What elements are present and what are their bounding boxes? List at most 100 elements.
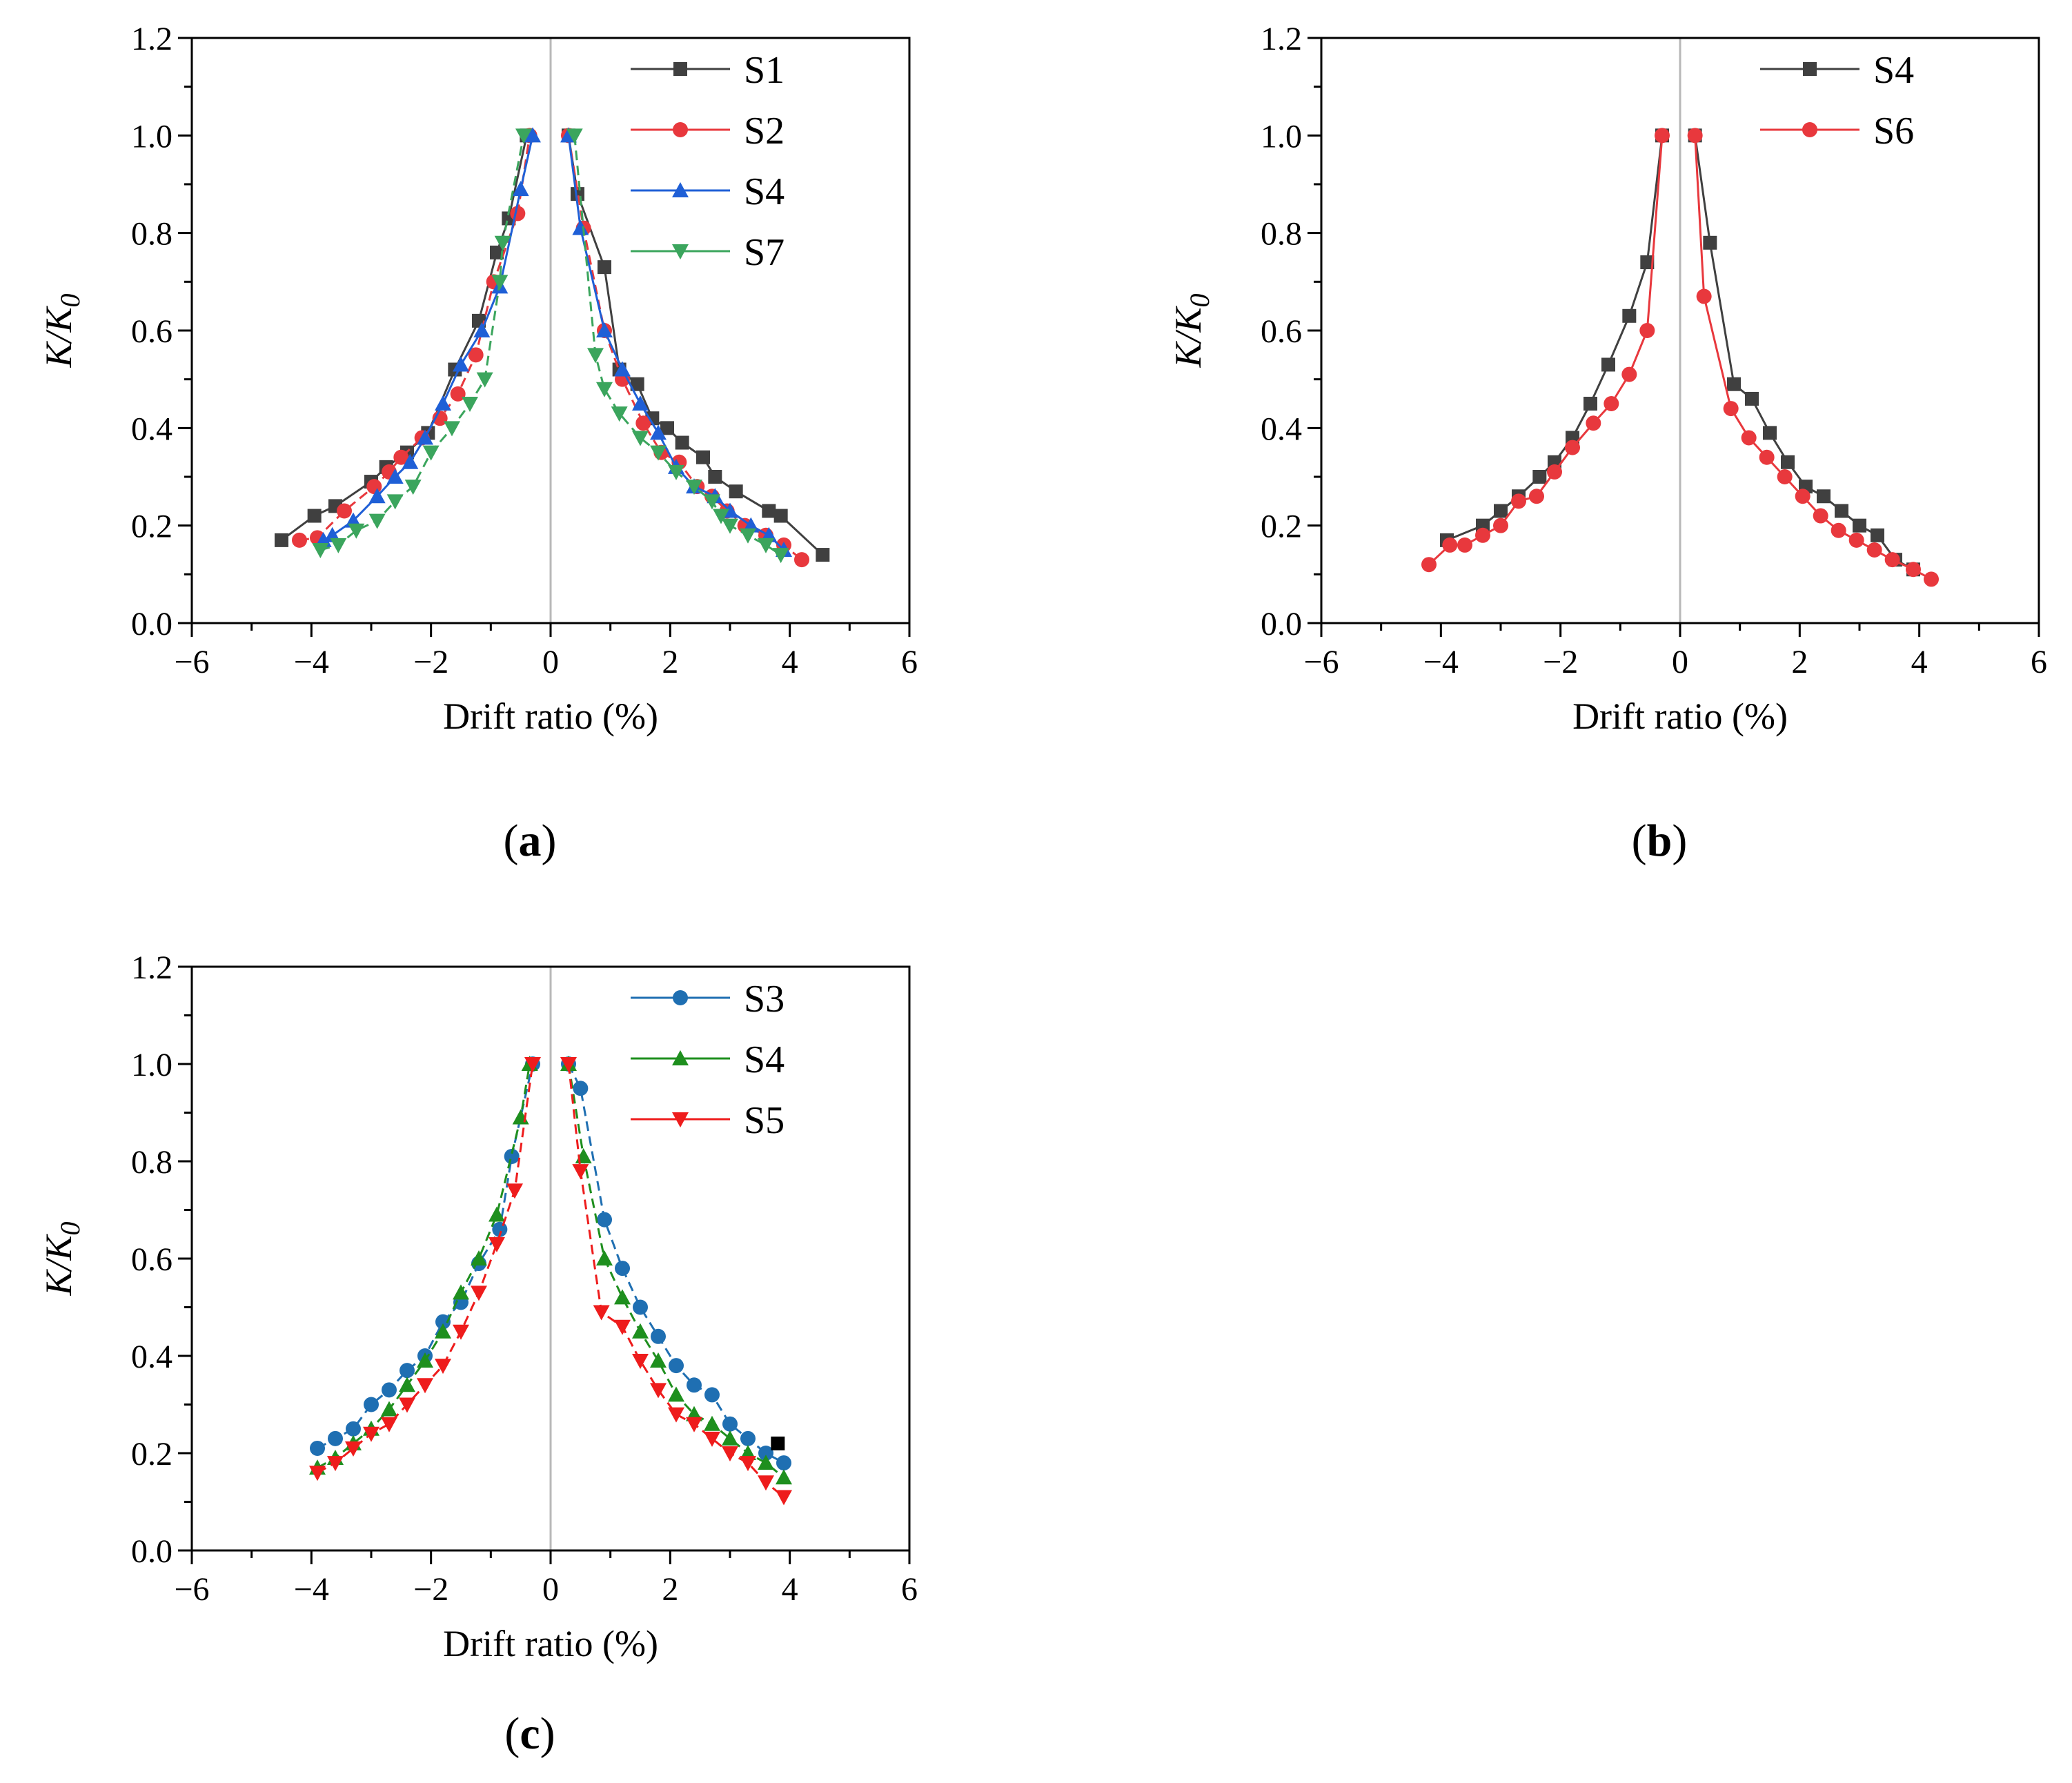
data-point xyxy=(776,1469,792,1485)
x-tick-label: 2 xyxy=(662,644,678,680)
y-axis-title-main: K xyxy=(38,1269,79,1297)
y-tick-label: 0.8 xyxy=(131,216,172,253)
data-point xyxy=(381,1401,397,1417)
data-point xyxy=(491,275,509,290)
legend-swatch-marker xyxy=(672,1050,689,1065)
y-tick-label: 0.2 xyxy=(1261,509,1302,545)
y-axis-title: K/K0 xyxy=(38,1221,86,1296)
data-point xyxy=(686,480,702,495)
data-point xyxy=(1640,255,1655,270)
data-point xyxy=(1687,128,1703,144)
x-tick-label: −6 xyxy=(1303,644,1339,680)
x-tick-label: 0 xyxy=(1672,644,1688,680)
x-tick-label: 6 xyxy=(901,1571,918,1608)
data-point xyxy=(453,356,469,372)
data-point xyxy=(1763,426,1777,440)
data-point xyxy=(368,513,386,529)
legend: S3 S4 S5 xyxy=(631,978,785,1142)
data-point xyxy=(364,1397,379,1412)
data-point xyxy=(524,127,541,143)
x-tick-label: −6 xyxy=(174,1571,209,1608)
series-s7 xyxy=(312,128,789,564)
data-point xyxy=(587,348,604,364)
x-axis-title: Drift ratio (%) xyxy=(443,696,658,737)
data-point xyxy=(632,1354,649,1370)
data-point xyxy=(650,445,667,461)
series-s2-line-positive xyxy=(567,135,802,561)
legend-item: S6 xyxy=(1760,110,1914,152)
data-point xyxy=(704,1387,720,1403)
data-point xyxy=(1871,528,1884,542)
data-point xyxy=(572,1164,589,1180)
y-axis-title-slash: / xyxy=(38,1257,79,1273)
data-point xyxy=(309,1466,326,1481)
y-axis-title-main: K xyxy=(1167,341,1209,368)
data-point xyxy=(450,386,466,402)
data-point xyxy=(566,128,583,144)
data-point xyxy=(471,1250,487,1265)
data-point xyxy=(402,453,419,469)
data-point xyxy=(632,1323,649,1339)
data-point xyxy=(1703,235,1717,250)
data-point xyxy=(468,347,484,363)
data-point xyxy=(435,1359,451,1375)
data-point xyxy=(275,533,288,547)
data-point xyxy=(758,1446,773,1461)
data-point xyxy=(794,552,809,568)
y-axis-title-subscript: 0 xyxy=(55,1221,86,1235)
y-tick-label: 1.2 xyxy=(131,949,172,986)
data-point xyxy=(740,528,756,544)
data-point xyxy=(686,1417,702,1432)
y-tick-label: 0.4 xyxy=(131,411,172,447)
y-tick-label: 0.8 xyxy=(1261,216,1302,253)
x-tick-label: 6 xyxy=(2031,644,2047,680)
data-point xyxy=(1565,440,1580,455)
y-axis-title-main-2: K xyxy=(38,305,79,333)
data-point xyxy=(669,1358,684,1374)
x-tick-label: −2 xyxy=(413,1571,448,1608)
y-tick-label: 0.0 xyxy=(131,606,172,642)
legend-swatch-marker xyxy=(673,122,688,137)
data-point xyxy=(1529,489,1544,504)
legend-label: S2 xyxy=(744,110,785,152)
y-tick-label: 0.0 xyxy=(1261,606,1302,642)
data-point xyxy=(632,431,649,446)
y-tick-label: 0.0 xyxy=(131,1533,172,1570)
legend: S1 S2 S4 S7 xyxy=(631,49,785,274)
y-axis-title-subscript: 0 xyxy=(55,293,86,307)
y-tick-label: 1.2 xyxy=(131,21,172,57)
data-point xyxy=(1727,377,1741,391)
data-point xyxy=(417,429,433,445)
data-point xyxy=(708,470,722,484)
data-point xyxy=(512,181,529,197)
data-point xyxy=(435,1323,451,1339)
panel-c: (c) −6 −4 −2 0 2 4 6 0.0 0.2 0.4 0.6 0.8 1.0 1.2 Drift… xyxy=(38,949,918,1759)
data-point xyxy=(650,1352,667,1368)
data-point xyxy=(312,543,329,558)
y-tick-label: 0.6 xyxy=(131,1241,172,1278)
y-tick-label: 0.8 xyxy=(131,1144,172,1181)
data-point xyxy=(504,1148,520,1164)
data-point xyxy=(1601,357,1615,372)
data-point xyxy=(1813,508,1828,524)
data-point xyxy=(1696,288,1712,304)
data-point xyxy=(310,1440,325,1456)
data-point xyxy=(660,421,674,435)
y-axis-title: K/K0 xyxy=(38,293,86,368)
data-point xyxy=(444,421,460,437)
data-point xyxy=(593,1305,610,1321)
data-point xyxy=(722,1430,738,1446)
x-tick-label: 6 xyxy=(901,644,918,680)
data-point xyxy=(515,128,532,144)
data-point xyxy=(1622,308,1637,323)
data-point xyxy=(510,206,526,221)
data-point xyxy=(1831,522,1846,538)
data-point xyxy=(816,548,830,562)
data-point xyxy=(1421,557,1437,573)
y-axis-title-subscript: 0 xyxy=(1184,293,1215,307)
data-point xyxy=(1547,464,1562,480)
data-point xyxy=(704,1431,720,1447)
data-point xyxy=(668,1386,684,1402)
data-point xyxy=(1586,415,1601,431)
